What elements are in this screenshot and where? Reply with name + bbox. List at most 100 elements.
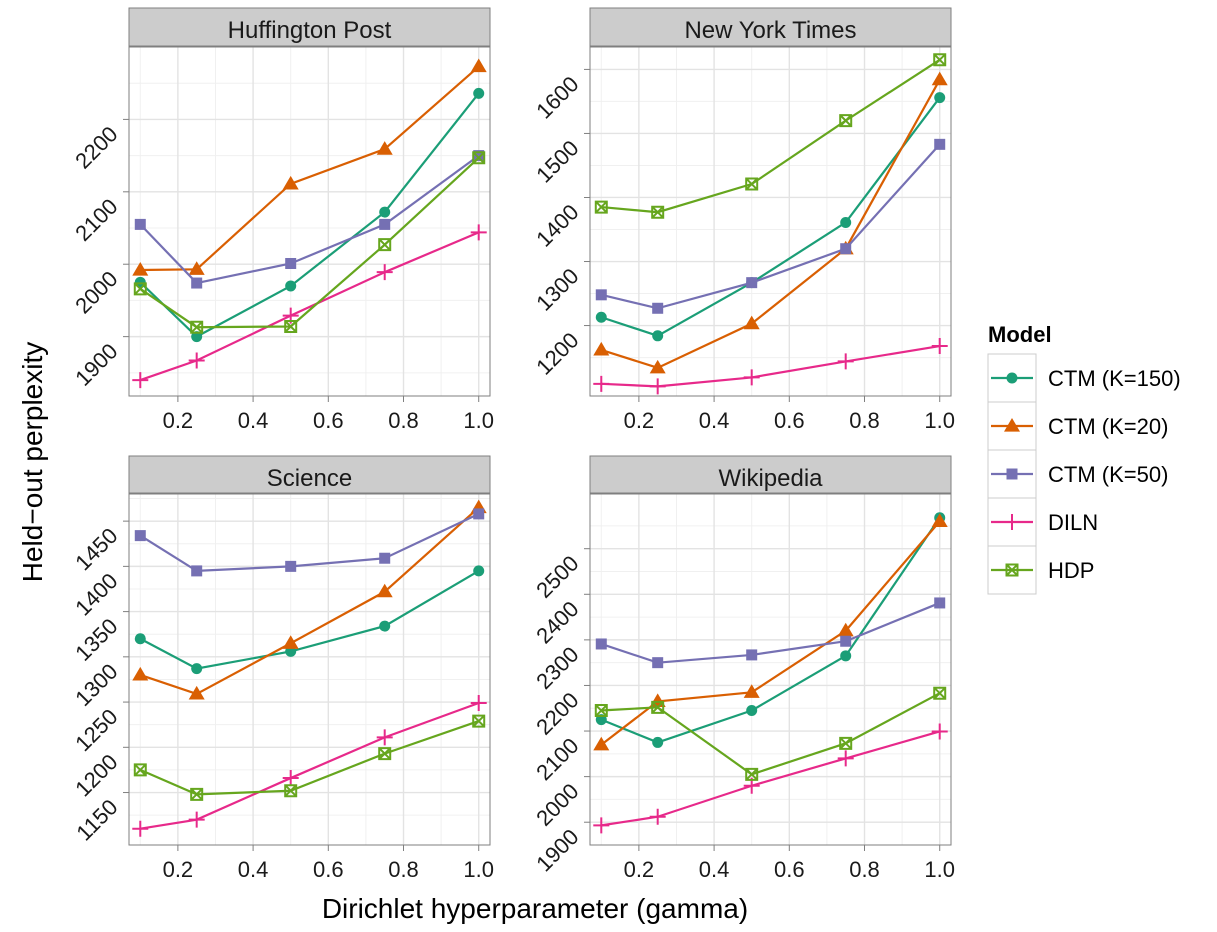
data-point	[931, 71, 948, 86]
data-point	[132, 262, 149, 276]
legend: Model CTM (K=150) CTM (K=20) CTM (K=50) DIL…	[987, 322, 1181, 595]
panel-border	[589, 493, 952, 846]
x-tick-label: 0.6	[774, 857, 805, 882]
data-point	[839, 736, 853, 750]
y-tick-label: 2100	[531, 733, 583, 785]
data-point	[473, 150, 485, 162]
data-point	[473, 508, 485, 520]
legend-key-marker	[1006, 468, 1018, 480]
series-ctm-k-50	[134, 508, 485, 577]
data-point	[743, 369, 760, 386]
data-point	[593, 375, 610, 392]
y-tick-label: 1400	[531, 199, 583, 251]
data-point	[649, 378, 666, 395]
series-ctm-k-20	[132, 499, 487, 700]
x-axis-title: Dirichlet hyperparameter (gamma)	[322, 893, 748, 924]
facet-strip	[128, 7, 491, 47]
data-point	[285, 280, 297, 292]
data-point	[649, 359, 666, 374]
series-hdp	[133, 151, 486, 334]
series-ctm-k-20	[593, 513, 948, 751]
data-point	[472, 714, 486, 728]
x-tick-label: 1.0	[924, 408, 955, 433]
x-tick-label: 1.0	[463, 857, 494, 882]
data-point	[133, 763, 147, 777]
data-point	[282, 770, 299, 787]
data-point	[188, 352, 205, 369]
data-point	[190, 787, 204, 801]
facet-title: Wikipedia	[718, 465, 823, 492]
data-point	[376, 141, 393, 155]
facet-title: Huffington Post	[228, 17, 392, 44]
legend-label: DILN	[1048, 510, 1098, 535]
y-tick-label: 2200	[531, 687, 583, 739]
data-point	[188, 685, 205, 700]
y-tick-label: 1150	[71, 794, 122, 845]
data-point	[190, 320, 204, 334]
data-point	[376, 264, 393, 281]
legend-label: CTM (K=20)	[1048, 414, 1168, 439]
x-tick-label: 0.8	[849, 857, 880, 882]
panel-background	[590, 47, 951, 396]
panel-new-york-times: New York Times 0.2 0.4 0.6 0.8 1.0 1200 1300 140…	[531, 7, 955, 433]
legend-item-ctm-k-20: CTM (K=20)	[987, 401, 1168, 451]
data-point	[934, 597, 946, 609]
legend-item-ctm-k-50: CTM (K=50)	[987, 449, 1168, 499]
x-tick-label: 0.4	[238, 408, 269, 433]
data-point	[134, 530, 146, 542]
data-point	[188, 811, 205, 828]
y-tick-label: 2000	[70, 266, 122, 318]
data-point	[934, 92, 946, 104]
panel-wikipedia: Wikipedia 0.2 0.4 0.6 0.8 1.0 1900200021002200…	[531, 455, 955, 882]
data-point	[473, 87, 485, 99]
legend-item-ctm-k-150: CTM (K=150)	[987, 353, 1181, 403]
data-point	[746, 649, 758, 661]
data-point	[840, 635, 852, 647]
data-point	[652, 302, 664, 314]
legend-key-marker	[1004, 514, 1020, 530]
data-point	[594, 704, 608, 718]
data-point	[743, 684, 760, 698]
y-tick-label: 1200	[531, 327, 583, 379]
data-point	[649, 808, 666, 825]
facet-title: New York Times	[684, 17, 856, 44]
data-point	[378, 238, 392, 252]
panel-background	[129, 47, 490, 396]
facet-strip	[128, 455, 491, 494]
x-tick-label: 1.0	[463, 408, 494, 433]
data-point	[840, 243, 852, 255]
data-point	[282, 175, 299, 190]
panel-science: Science 0.2 0.4 0.6 0.8 1.0 115012001250130013…	[70, 455, 494, 882]
facet-strip	[589, 7, 952, 47]
panel-background	[590, 494, 951, 845]
y-tick-label: 1250	[70, 704, 122, 756]
y-tick-label: 1400	[70, 568, 122, 620]
y-tick-label: 1500	[531, 135, 583, 187]
y-tick-label: 1350	[70, 613, 122, 665]
data-point	[652, 736, 664, 748]
y-tick-label: 2500	[531, 551, 583, 603]
data-point	[931, 723, 948, 740]
series-diln	[132, 694, 487, 837]
data-point	[378, 747, 392, 761]
data-point	[651, 205, 665, 219]
x-tick-label: 1.0	[924, 857, 955, 882]
y-tick-label: 1300	[70, 659, 122, 711]
data-point	[284, 319, 298, 333]
series-hdp	[594, 53, 947, 219]
x-tick-label: 0.8	[388, 857, 419, 882]
data-point	[840, 216, 852, 228]
series-diln	[593, 338, 948, 395]
data-point	[595, 311, 607, 323]
y-tick-label: 1900	[531, 824, 583, 876]
data-point	[746, 277, 758, 289]
data-point	[840, 650, 852, 662]
data-point	[132, 666, 149, 681]
data-point	[376, 729, 393, 746]
x-tick-label: 0.6	[774, 408, 805, 433]
data-point	[282, 635, 299, 649]
legend-key-marker	[1006, 372, 1018, 384]
y-tick-label: 1300	[531, 263, 583, 315]
series-diln	[593, 723, 948, 834]
